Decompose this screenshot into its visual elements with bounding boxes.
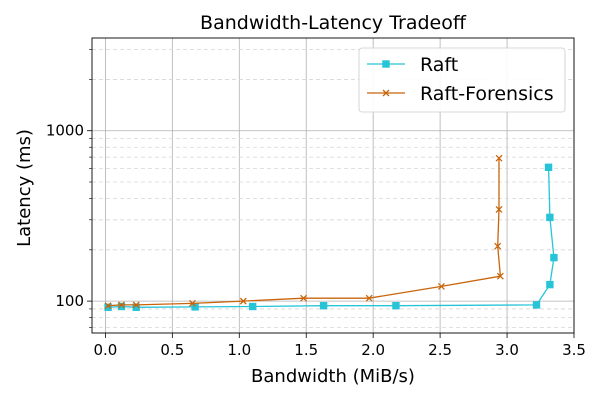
x-tick-label: 1.5 <box>294 341 318 359</box>
legend-item: Raft <box>367 54 458 76</box>
data-point <box>300 294 308 302</box>
data-point <box>392 301 400 310</box>
x-tick-label: 2.5 <box>428 341 452 359</box>
data-point <box>188 299 196 307</box>
data-point <box>495 206 503 213</box>
point-stroke <box>495 206 503 213</box>
data-point <box>496 272 504 280</box>
y-axis-label: Latency (ms) <box>14 129 35 247</box>
x-tick-label: 1.0 <box>227 341 251 359</box>
point-stroke <box>382 89 390 97</box>
data-point <box>437 282 445 290</box>
data-point <box>104 303 112 311</box>
data-point <box>117 301 125 309</box>
point-stroke <box>365 294 373 302</box>
data-point <box>365 294 373 302</box>
data-point <box>132 301 140 309</box>
point-stroke <box>496 272 504 280</box>
axes: 0.0 0.5 1.0 1.5 2.0 2.5 3.0 3.5 100 1000 <box>46 37 586 359</box>
legend: Raft Raft-Forensics <box>358 47 566 113</box>
point-stroke <box>239 297 247 305</box>
x-tick-label: 3.5 <box>562 341 586 359</box>
chart-title: Bandwidth-Latency Tradeoff <box>200 12 467 34</box>
grid <box>92 38 575 333</box>
legend-label: Raft <box>420 54 458 76</box>
point-stroke <box>104 302 112 310</box>
data-point <box>382 60 390 68</box>
data-point <box>248 302 257 311</box>
point-stroke <box>437 282 445 290</box>
legend-label: Raft-Forensics <box>420 83 554 105</box>
data-point <box>532 301 541 309</box>
series-raft-forensics <box>104 154 504 310</box>
point-stroke <box>300 294 308 302</box>
legend-item: Raft-Forensics <box>367 83 554 105</box>
point-stroke <box>494 242 502 250</box>
point-stroke <box>495 154 503 162</box>
point-stroke <box>117 301 125 309</box>
data-point <box>544 163 553 171</box>
x-tick-label: 3.0 <box>495 341 519 359</box>
data-point <box>546 280 554 289</box>
x-axis-label: Bandwidth (MiB/s) <box>251 366 415 387</box>
point-stroke <box>188 299 196 307</box>
y-tick-label: 1000 <box>46 122 84 140</box>
x-tick-label: 0.5 <box>160 341 184 359</box>
series-line <box>108 158 502 307</box>
x-tick-label: 2.0 <box>361 341 385 359</box>
data-point <box>239 297 247 305</box>
series-layer <box>104 154 558 311</box>
data-point <box>382 89 390 97</box>
plot-frame <box>91 37 575 334</box>
data-point <box>495 154 503 162</box>
data-point <box>104 302 112 310</box>
data-point <box>117 302 126 311</box>
data-point <box>546 213 554 222</box>
point-stroke <box>132 301 140 309</box>
legend-box <box>358 47 566 113</box>
x-tick-label: 0.0 <box>93 341 117 359</box>
data-point <box>319 301 328 310</box>
data-point <box>550 253 558 262</box>
y-tick-label: 100 <box>55 292 84 310</box>
data-point <box>494 242 502 250</box>
